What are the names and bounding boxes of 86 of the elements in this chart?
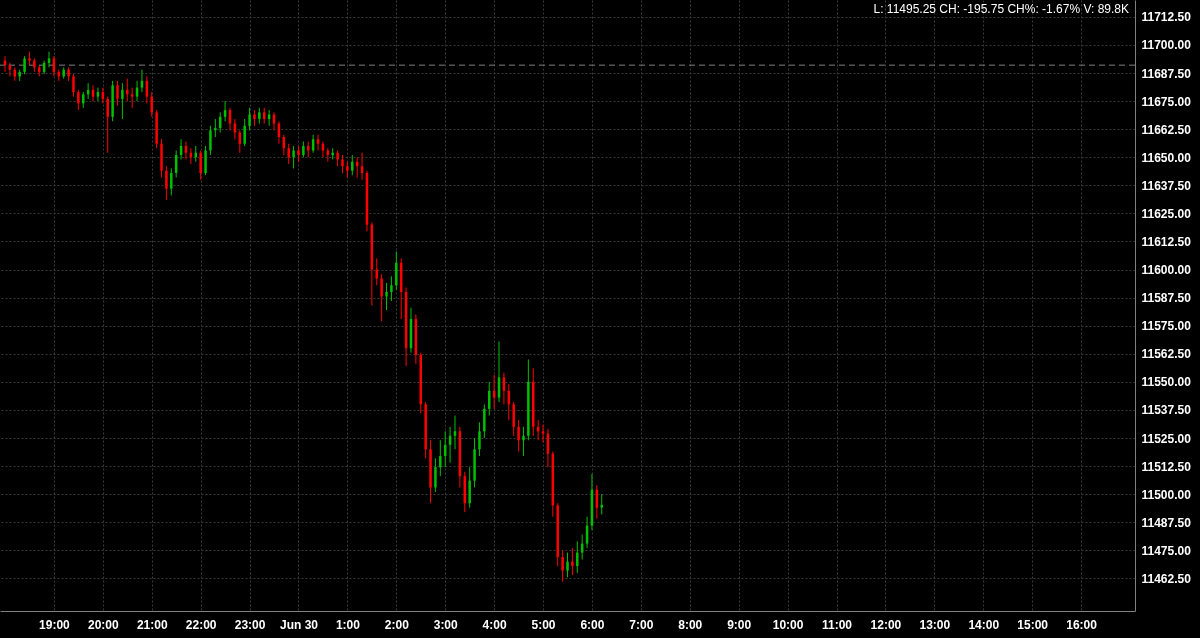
candlestick (571, 547, 574, 576)
y-tick-label: 11512.50 (1141, 459, 1192, 474)
candlestick (561, 549, 564, 583)
y-tick-label: 11625.00 (1141, 206, 1192, 221)
candlestick (243, 118, 246, 147)
candlestick (199, 150, 202, 181)
candlestick (395, 251, 398, 291)
x-tick-label: 2:00 (384, 617, 410, 632)
x-tick-label: 6:00 (580, 617, 605, 632)
x-tick-label: 8:00 (678, 617, 703, 632)
x-tick-label: 20:00 (87, 617, 119, 632)
y-tick-label: 11712.50 (1141, 10, 1192, 25)
candlestick (517, 419, 520, 453)
x-tick-label: 5:00 (531, 617, 556, 632)
candlestick (8, 62, 12, 77)
candlestick (566, 552, 569, 578)
y-tick-label: 11612.50 (1141, 234, 1192, 249)
y-tick-label: 11587.50 (1141, 291, 1192, 306)
candlestick (287, 143, 290, 165)
y-tick-label: 11550.00 (1141, 375, 1192, 390)
x-tick-label: 15:00 (1017, 617, 1049, 632)
candlestick (204, 145, 207, 176)
candlestick (130, 87, 134, 109)
candlestick (512, 401, 515, 437)
candlestick (522, 426, 525, 457)
x-tick-label: 13:00 (919, 617, 951, 632)
y-tick-label: 11487.50 (1141, 515, 1192, 530)
candlestick (483, 403, 486, 439)
y-tick-label: 11650.00 (1141, 150, 1192, 165)
y-tick-label: 11662.50 (1141, 122, 1192, 137)
candlestick (77, 89, 80, 111)
candlestick (316, 134, 320, 151)
candlestick (170, 167, 173, 196)
candlestick (380, 273, 383, 322)
candlestick (541, 424, 545, 444)
y-tick-label: 11525.00 (1141, 431, 1192, 446)
x-tick-label: 9:00 (727, 617, 752, 632)
x-tick-label: 1:00 (335, 617, 361, 632)
candlestick (248, 107, 251, 131)
candlestick (209, 125, 212, 156)
y-tick-label: 11637.50 (1141, 178, 1192, 193)
y-tick-label: 11500.00 (1141, 487, 1192, 502)
x-tick-label: 22:00 (185, 617, 217, 632)
candlestick (150, 91, 153, 118)
candlestick (47, 51, 51, 68)
annotation: L: 11495.25 CH: -195.75 CH%: -1.67% V: 89.8K (873, 2, 1129, 16)
candlestick (106, 96, 109, 154)
candlestick (600, 493, 603, 515)
x-tick-label: 4:00 (482, 617, 507, 632)
candlestick (439, 439, 442, 477)
x-tick-label: 14:00 (968, 617, 1000, 632)
candlestick (478, 421, 481, 457)
x-tick-label: 19:00 (39, 617, 71, 632)
candlestick (121, 82, 124, 120)
candlestick (390, 275, 393, 302)
candlestick (165, 165, 168, 201)
x-tick-label: 23:00 (234, 617, 266, 632)
x-tick-label: 3:00 (433, 617, 459, 632)
y-tick-label: 11475.00 (1141, 543, 1192, 558)
x-tick-label: 7:00 (629, 617, 654, 632)
candlestick (434, 457, 437, 493)
y-tick-label: 11537.50 (1141, 403, 1192, 418)
y-tick-label: 11462.50 (1141, 571, 1192, 586)
candlestick (292, 145, 295, 169)
x-tick-label: 11:00 (822, 617, 853, 632)
x-tick-label: Jun 30 (279, 617, 319, 632)
candlestick (72, 73, 75, 98)
candlestick (96, 87, 100, 102)
x-tick-label: 12:00 (870, 617, 902, 632)
y-tick-label: 11562.50 (1141, 347, 1192, 362)
candlestick (126, 78, 129, 102)
candlestick (576, 540, 579, 574)
y-tick-label: 11675.00 (1141, 94, 1192, 109)
y-tick-label: 11700.00 (1141, 38, 1192, 53)
candlestick (468, 466, 471, 509)
candlestick (116, 80, 119, 107)
x-tick-label: 21:00 (136, 617, 168, 632)
candlestick (453, 415, 457, 450)
y-tick-label: 11600.00 (1141, 263, 1192, 278)
candlestick (385, 282, 388, 311)
y-tick-label: 11687.50 (1141, 66, 1192, 81)
candlestick (351, 154, 354, 176)
candlestick (375, 257, 378, 286)
x-tick-label: 10:00 (772, 617, 804, 632)
x-tick-label: 16:00 (1066, 617, 1098, 632)
y-tick-label: 11575.00 (1141, 319, 1192, 334)
